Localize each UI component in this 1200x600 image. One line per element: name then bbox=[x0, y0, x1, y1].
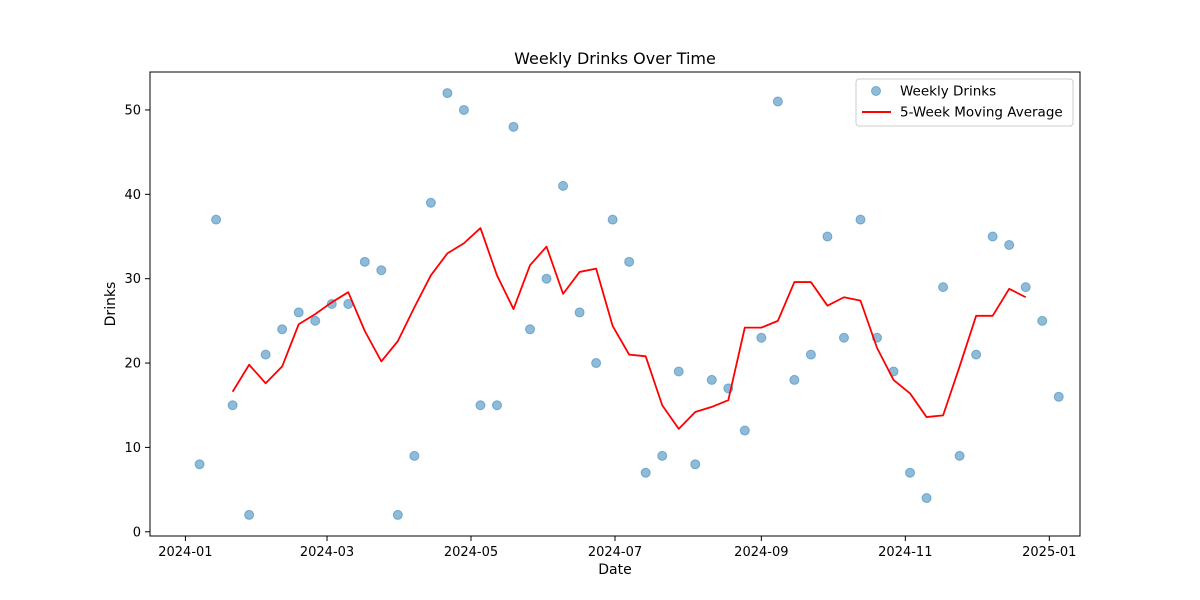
data-point bbox=[244, 509, 255, 520]
data-point bbox=[607, 214, 618, 225]
x-tick-label: 2024-01 bbox=[158, 545, 212, 560]
data-point bbox=[409, 450, 420, 461]
data-point bbox=[838, 332, 849, 343]
legend-label-moving-average: 5-Week Moving Average bbox=[900, 105, 1063, 121]
data-point bbox=[376, 265, 387, 276]
data-point bbox=[392, 509, 403, 520]
legend-box bbox=[855, 78, 1074, 127]
y-tick-label: 40 bbox=[124, 188, 141, 203]
data-point bbox=[442, 88, 453, 99]
data-point bbox=[227, 400, 238, 411]
data-point bbox=[987, 231, 998, 242]
plot-frame bbox=[149, 71, 1081, 537]
data-point bbox=[706, 374, 717, 385]
data-point bbox=[772, 96, 783, 107]
data-point bbox=[458, 104, 469, 115]
chart-title: Weekly Drinks Over Time bbox=[514, 49, 716, 68]
data-point bbox=[805, 349, 816, 360]
data-point bbox=[508, 121, 519, 132]
data-point bbox=[541, 273, 552, 284]
data-point bbox=[905, 467, 916, 478]
data-point bbox=[954, 450, 965, 461]
data-point bbox=[971, 349, 982, 360]
data-point bbox=[525, 324, 536, 335]
x-tick-label: 2024-09 bbox=[734, 545, 788, 560]
data-point bbox=[673, 366, 684, 377]
data-point bbox=[310, 315, 321, 326]
data-point bbox=[657, 450, 668, 461]
y-tick-label: 50 bbox=[124, 103, 141, 118]
y-axis: 0 10 20 30 40 50 bbox=[124, 103, 150, 540]
plot-area bbox=[194, 88, 1064, 520]
data-point bbox=[756, 332, 767, 343]
data-point bbox=[425, 197, 436, 208]
data-point bbox=[260, 349, 271, 360]
legend-marker-weekly-drinks bbox=[871, 86, 881, 96]
data-point bbox=[574, 307, 585, 318]
data-point bbox=[491, 400, 502, 411]
data-point bbox=[211, 214, 222, 225]
data-point bbox=[359, 256, 370, 267]
data-point bbox=[789, 374, 800, 385]
y-axis-label: Drinks bbox=[103, 282, 119, 327]
y-tick-label: 30 bbox=[124, 272, 141, 287]
moving-average-line bbox=[231, 227, 1027, 430]
x-tick-label: 2024-07 bbox=[588, 545, 642, 560]
data-point bbox=[194, 459, 205, 470]
legend-label-weekly-drinks: Weekly Drinks bbox=[900, 84, 996, 100]
data-point bbox=[277, 324, 288, 335]
data-point bbox=[293, 307, 304, 318]
y-tick-label: 20 bbox=[124, 357, 141, 372]
x-axis: 2024-01 2024-03 2024-05 2024-07 2024-09 2024-… bbox=[158, 536, 1076, 560]
legend: Weekly Drinks 5-Week Moving Average bbox=[855, 78, 1074, 127]
x-tick-label: 2024-05 bbox=[444, 545, 498, 560]
x-tick-label: 2024-03 bbox=[300, 545, 354, 560]
y-tick-label: 0 bbox=[133, 525, 141, 540]
y-tick-label: 10 bbox=[124, 441, 141, 456]
data-point bbox=[855, 214, 866, 225]
data-point bbox=[938, 282, 949, 293]
data-point bbox=[1020, 282, 1031, 293]
data-point bbox=[475, 400, 486, 411]
data-point bbox=[591, 358, 602, 369]
data-point bbox=[921, 493, 932, 504]
data-point bbox=[1037, 315, 1048, 326]
data-point bbox=[1053, 391, 1064, 402]
data-point bbox=[640, 467, 651, 478]
data-point bbox=[690, 459, 701, 470]
x-tick-label: 2024-11 bbox=[878, 545, 932, 560]
data-point bbox=[822, 231, 833, 242]
x-tick-label: 2025-01 bbox=[1022, 545, 1076, 560]
data-point bbox=[1004, 239, 1015, 250]
data-point bbox=[739, 425, 750, 436]
data-point bbox=[624, 256, 635, 267]
data-point bbox=[558, 180, 569, 191]
x-axis-label: Date bbox=[598, 562, 631, 578]
